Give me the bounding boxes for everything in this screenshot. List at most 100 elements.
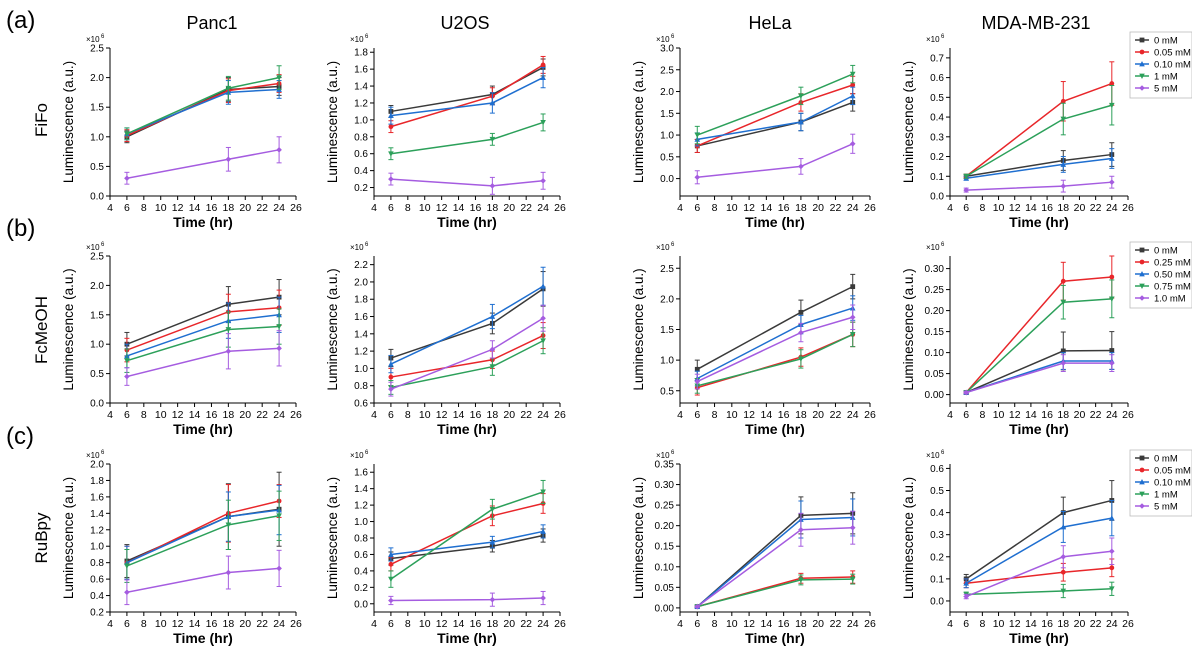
series-line	[697, 143, 854, 179]
data-point	[124, 358, 130, 364]
x-tick-label: 18	[223, 409, 235, 421]
x-tick-label: 18	[223, 618, 235, 630]
x-tick-label: 14	[761, 202, 773, 214]
x-tick-label: 6	[963, 618, 969, 630]
data-point	[1060, 299, 1067, 306]
y-tick-label: 2.2	[354, 260, 368, 271]
y-tick-label: 0.8	[354, 534, 368, 545]
x-tick-label: 26	[554, 202, 566, 214]
y-tick-label: 0.20	[925, 306, 945, 317]
x-tick-label: 12	[743, 202, 755, 214]
x-tick-label: 8	[979, 618, 985, 630]
y-tick-label: 0.25	[925, 285, 945, 296]
y-multiplier: ×10	[350, 451, 364, 460]
series-line	[126, 347, 280, 378]
y-multiplier-exponent: 6	[671, 34, 675, 40]
series-line	[126, 509, 280, 564]
data-point	[388, 386, 394, 392]
chart-panel: 4 6 8 10 12 14 16 18 20 22 24 260.000.050.100.150.2…	[631, 450, 876, 646]
series	[388, 113, 546, 161]
data-point	[388, 374, 394, 380]
y-tick-label: 0.35	[655, 460, 675, 471]
series-line	[965, 104, 1113, 177]
chart-panel: 4 6 8 10 12 14 16 18 20 22 24 260.20.40.60.81.01.21…	[61, 450, 302, 646]
data-point	[489, 136, 496, 143]
x-tick-label: 14	[1025, 202, 1037, 214]
x-tick-label: 14	[453, 618, 465, 630]
y-tick-label: 1.6	[90, 492, 104, 503]
x-tick-label: 4	[947, 409, 953, 421]
data-point	[388, 112, 394, 119]
x-tick-label: 10	[419, 409, 431, 421]
x-axis-label: Time (hr)	[745, 630, 805, 646]
data-point	[1109, 155, 1115, 161]
x-tick-label: 26	[864, 409, 876, 421]
data-point	[388, 124, 394, 130]
series	[388, 524, 546, 562]
data-point	[388, 551, 394, 557]
row-label: RuBpy	[32, 512, 51, 564]
series	[124, 74, 282, 143]
series	[388, 327, 546, 395]
series-line	[965, 82, 1113, 177]
data-point	[963, 580, 969, 586]
y-tick-label: 0.5	[90, 369, 104, 380]
x-tick-label: 18	[487, 618, 499, 630]
x-tick-label: 8	[979, 409, 985, 421]
series-line	[390, 76, 544, 117]
y-axis-label: Luminescence (a.u.)	[631, 268, 646, 390]
data-point	[124, 589, 130, 596]
series	[388, 304, 546, 397]
chart-panel: 4 6 8 10 12 14 16 18 20 22 24 260.00.51.01.52.02.5×…	[61, 34, 302, 230]
series-line	[697, 576, 853, 608]
x-tick-label: 22	[830, 202, 842, 214]
series-line	[696, 84, 853, 147]
x-axis-label: Time (hr)	[437, 421, 497, 437]
panel-label: (c)	[6, 423, 34, 450]
x-axis-label: Time (hr)	[745, 214, 805, 230]
data-point	[225, 85, 232, 92]
data-point	[1139, 295, 1145, 301]
x-tick-label: 10	[726, 202, 738, 214]
data-point	[1139, 467, 1145, 473]
y-multiplier: ×10	[656, 451, 670, 460]
x-tick-label: 16	[1041, 618, 1053, 630]
data-point	[1139, 49, 1145, 55]
series	[963, 279, 1115, 396]
data-point	[388, 361, 394, 367]
x-tick-label: 10	[726, 409, 738, 421]
x-tick-label: 24	[1106, 202, 1118, 214]
y-tick-label: 0.8	[90, 558, 104, 569]
x-tick-label: 14	[761, 618, 773, 630]
x-axis-label: Time (hr)	[745, 421, 805, 437]
column-title: MDA-MB-231	[981, 13, 1090, 33]
y-tick-label: 0.10	[655, 562, 675, 573]
x-tick-label: 16	[778, 618, 790, 630]
x-tick-label: 22	[520, 409, 532, 421]
y-tick-label: 0.6	[354, 149, 368, 160]
x-tick-label: 6	[124, 618, 130, 630]
data-point	[1139, 37, 1145, 43]
data-point	[124, 175, 130, 182]
x-tick-label: 14	[453, 409, 465, 421]
data-point	[489, 364, 496, 370]
x-tick-label: 10	[419, 202, 431, 214]
y-tick-label: 0.8	[354, 132, 368, 143]
series	[124, 289, 282, 363]
y-multiplier-exponent: 6	[365, 242, 369, 248]
series	[388, 493, 546, 572]
data-point	[1139, 73, 1145, 79]
x-tick-label: 20	[239, 202, 251, 214]
x-axis-label: Time (hr)	[173, 630, 233, 646]
x-tick-label: 4	[947, 618, 953, 630]
x-tick-label: 8	[141, 202, 147, 214]
y-tick-label: 1.6	[354, 468, 368, 479]
series-line	[966, 153, 1112, 178]
y-tick-label: 2.0	[90, 281, 104, 292]
data-point	[1060, 183, 1067, 189]
data-point	[1139, 61, 1145, 67]
x-tick-label: 26	[290, 202, 302, 214]
panel-label: (a)	[6, 7, 35, 34]
y-multiplier-exponent: 6	[941, 242, 945, 248]
y-tick-label: 1.5	[660, 325, 674, 336]
